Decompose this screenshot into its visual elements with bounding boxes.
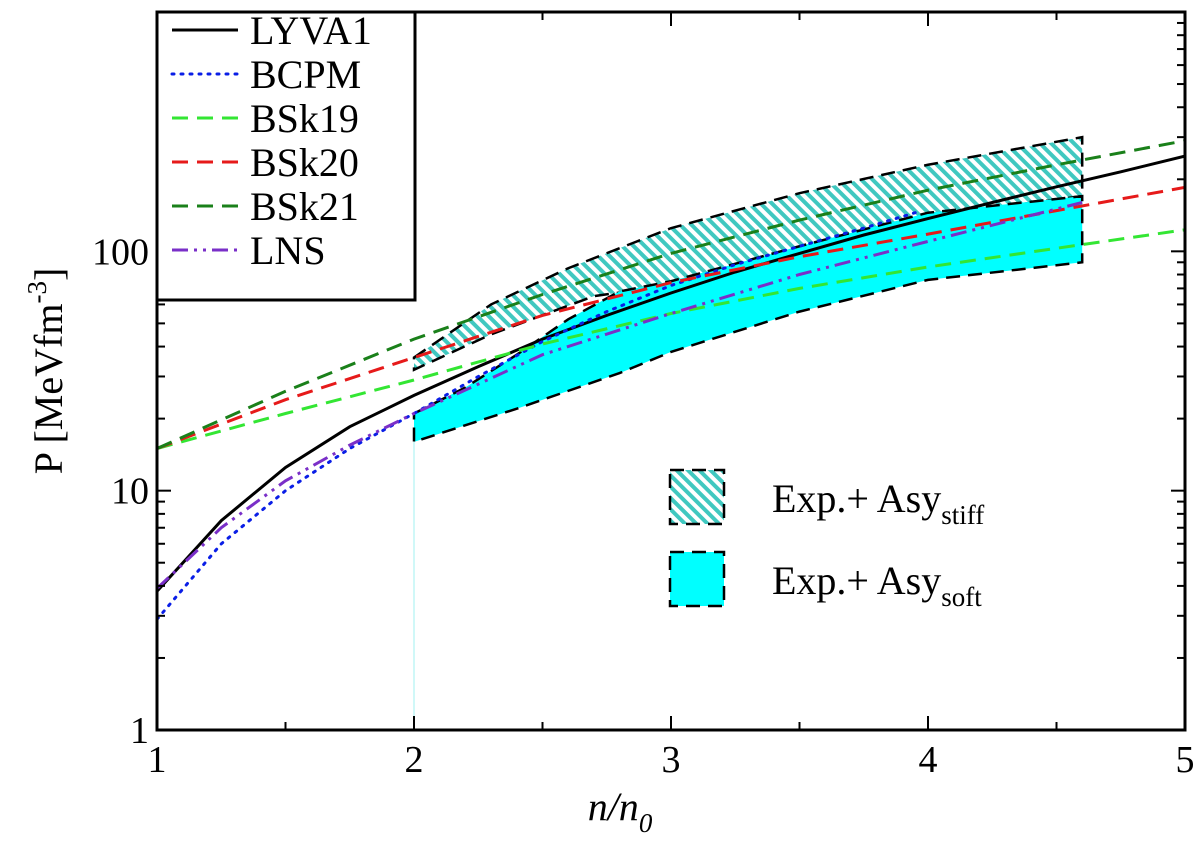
legend-label-bsk20: BSk20 [250, 140, 359, 185]
ticks-layer: 1 2 3 4 5 1 10 100 [92, 12, 1195, 781]
legend-label-bsk19: BSk19 [250, 96, 359, 141]
x-tick-label: 4 [919, 739, 938, 781]
legend-box [155, 10, 417, 302]
x-axis-label: n/n0 [588, 784, 653, 838]
band-legend: Exp.+ Asystiff Exp.+ Asysoft [668, 468, 984, 612]
band-legend-swatch-soft [668, 550, 726, 608]
legend-label-bcpm: BCPM [250, 52, 361, 97]
series-line-bcpm [157, 211, 917, 621]
legend-label-bsk21: BSk21 [250, 184, 359, 229]
band-legend-label-soft: Exp.+ Asysoft [772, 558, 982, 612]
x-tick-label: 3 [662, 739, 681, 781]
series-line-bsk19 [157, 228, 1185, 450]
bands-layer [412, 135, 1084, 444]
series-line-lns [157, 201, 1083, 590]
x-tick-label: 1 [148, 739, 167, 781]
series-layer [157, 139, 1185, 621]
y-axis-label: P [MeVfm-3] [22, 268, 71, 475]
band-legend-label-stiff: Exp.+ Asystiff [772, 476, 984, 530]
legend-label-lyva1: LYVA1 [250, 8, 372, 53]
legend-label-lns: LNS [250, 228, 326, 273]
band-legend-swatch-stiff [668, 468, 726, 526]
x-tick-label: 5 [1176, 739, 1195, 781]
series-line-bsk20 [157, 185, 1185, 450]
x-tick-label: 2 [405, 739, 424, 781]
series-line-bsk21 [157, 139, 1185, 450]
y-tick-label: 100 [92, 231, 149, 273]
y-tick-label: 10 [111, 471, 149, 513]
band-soft [412, 194, 1084, 444]
series-line-lyva1 [157, 154, 1185, 593]
y-tick-label: 1 [130, 710, 149, 752]
